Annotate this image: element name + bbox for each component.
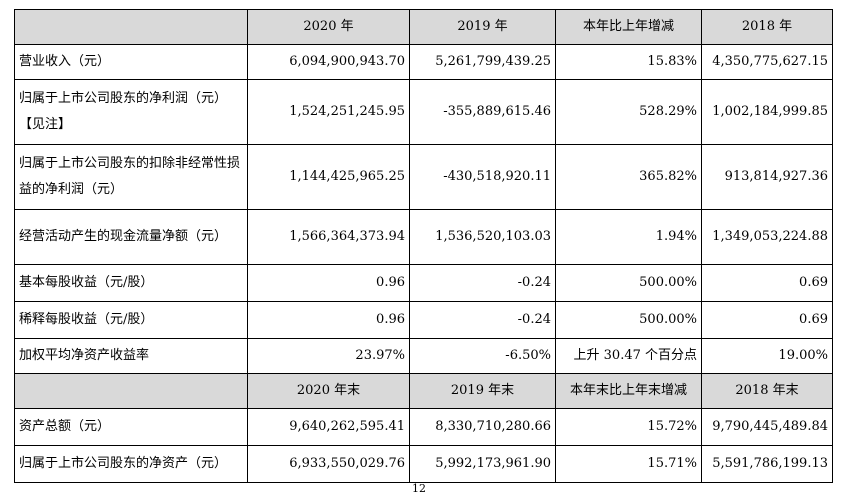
cell-2018: 4,350,775,627.15	[701, 44, 833, 80]
header-cell-2020-end: 2020 年末	[247, 373, 410, 409]
cell-2019: -0.24	[409, 301, 556, 339]
table-row: 归属于上市公司股东的净资产（元） 6,933,550,029.76 5,992,…	[14, 445, 833, 483]
row-label: 资产总额（元）	[14, 408, 248, 446]
header-cell-2019-end: 2019 年末	[409, 373, 556, 409]
header-cell-blank	[14, 373, 248, 409]
cell-2019: 5,261,799,439.25	[409, 44, 556, 80]
header-cell-change: 本年比上年增减	[555, 9, 702, 45]
cell-change: 365.82%	[555, 144, 702, 210]
cell-change: 15.72%	[555, 408, 702, 446]
cell-2019: -430,518,920.11	[409, 144, 556, 210]
row-label: 稀释每股收益（元/股）	[14, 301, 248, 339]
header-cell-2019: 2019 年	[409, 9, 556, 45]
cell-2019: 5,992,173,961.90	[409, 445, 556, 483]
row-label: 营业收入（元）	[14, 44, 248, 80]
row-label: 归属于上市公司股东的扣除非经常性损益的净利润（元）	[14, 144, 248, 210]
cell-2018: 1,002,184,999.85	[701, 79, 833, 145]
cell-2018: 9,790,445,489.84	[701, 408, 833, 446]
cell-2018: 5,591,786,199.13	[701, 445, 833, 483]
header-cell-change-end: 本年末比上年末增减	[555, 373, 702, 409]
cell-change: 15.83%	[555, 44, 702, 80]
table-row: 营业收入（元） 6,094,900,943.70 5,261,799,439.2…	[14, 44, 833, 80]
table-row: 归属于上市公司股东的净利润（元）【见注】 1,524,251,245.95 -3…	[14, 79, 833, 145]
row-label: 加权平均净资产收益率	[14, 338, 248, 374]
cell-2018: 19.00%	[701, 338, 833, 374]
cell-2019: 8,330,710,280.66	[409, 408, 556, 446]
row-label: 归属于上市公司股东的净资产（元）	[14, 445, 248, 483]
table-row: 归属于上市公司股东的扣除非经常性损益的净利润（元） 1,144,425,965.…	[14, 144, 833, 210]
cell-2019: -355,889,615.46	[409, 79, 556, 145]
header-cell-2018-end: 2018 年末	[701, 373, 833, 409]
cell-2020: 6,933,550,029.76	[247, 445, 410, 483]
cell-2018: 0.69	[701, 301, 833, 339]
cell-2019: 1,536,520,103.03	[409, 209, 556, 265]
cell-2020: 1,524,251,245.95	[247, 79, 410, 145]
header-cell-blank	[14, 9, 248, 45]
cell-2018: 0.69	[701, 264, 833, 302]
cell-2020: 1,144,425,965.25	[247, 144, 410, 210]
cell-2020: 23.97%	[247, 338, 410, 374]
cell-2020: 0.96	[247, 301, 410, 339]
table-row: 经营活动产生的现金流量净额（元） 1,566,364,373.94 1,536,…	[14, 209, 833, 265]
financial-table-container: 2020 年 2019 年 本年比上年增减 2018 年 营业收入（元） 6,0…	[14, 9, 833, 483]
table-row: 资产总额（元） 9,640,262,595.41 8,330,710,280.6…	[14, 408, 833, 446]
cell-2020: 9,640,262,595.41	[247, 408, 410, 446]
key-financial-indicators-table: 2020 年 2019 年 本年比上年增减 2018 年 营业收入（元） 6,0…	[14, 9, 833, 483]
row-label: 基本每股收益（元/股）	[14, 264, 248, 302]
cell-2020: 0.96	[247, 264, 410, 302]
row-label: 经营活动产生的现金流量净额（元）	[14, 209, 248, 265]
table-header-row: 2020 年末 2019 年末 本年末比上年末增减 2018 年末	[14, 373, 833, 409]
cell-2020: 6,094,900,943.70	[247, 44, 410, 80]
cell-2020: 1,566,364,373.94	[247, 209, 410, 265]
cell-2018: 913,814,927.36	[701, 144, 833, 210]
cell-change: 1.94%	[555, 209, 702, 265]
cell-change: 528.29%	[555, 79, 702, 145]
cell-change: 500.00%	[555, 301, 702, 339]
cell-2019: -0.24	[409, 264, 556, 302]
cell-change: 上升 30.47 个百分点	[555, 338, 702, 374]
cell-2018: 1,349,053,224.88	[701, 209, 833, 265]
table-row: 稀释每股收益（元/股） 0.96 -0.24 500.00% 0.69	[14, 301, 833, 339]
row-label: 归属于上市公司股东的净利润（元）【见注】	[14, 79, 248, 145]
cell-2019: -6.50%	[409, 338, 556, 374]
cell-change: 500.00%	[555, 264, 702, 302]
table-row: 基本每股收益（元/股） 0.96 -0.24 500.00% 0.69	[14, 264, 833, 302]
header-cell-2018: 2018 年	[701, 9, 833, 45]
table-header-row: 2020 年 2019 年 本年比上年增减 2018 年	[14, 9, 833, 45]
table-row: 加权平均净资产收益率 23.97% -6.50% 上升 30.47 个百分点 1…	[14, 338, 833, 374]
header-cell-2020: 2020 年	[247, 9, 410, 45]
cell-change: 15.71%	[555, 445, 702, 483]
